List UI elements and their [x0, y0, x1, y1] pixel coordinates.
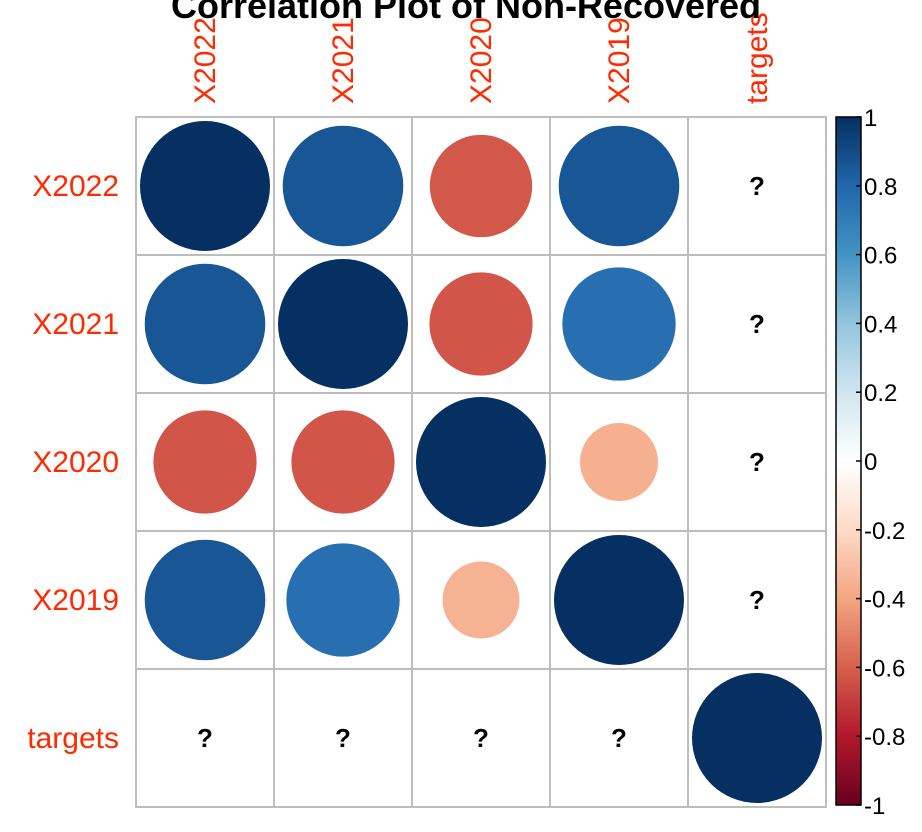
correlation-circle-x2020-x2019 [580, 423, 658, 501]
missing-value-mark: ? [749, 309, 765, 339]
grid-cell [135, 668, 275, 808]
missing-value-mark: ? [749, 585, 765, 615]
column-label: X2020 [465, 17, 498, 104]
legend-layer: 1 0.8 0.6 0.4 0.2 0 -0.2 -0.4 -0.6 -0.8 -1 [835, 105, 905, 820]
correlation-circle-x2022-x2022 [140, 121, 270, 251]
correlation-circle-x2019-x2022 [144, 539, 266, 661]
column-label: X2022 [189, 17, 222, 104]
correlation-circle-x2021-x2021 [278, 259, 408, 389]
row-label: X2020 [32, 446, 119, 479]
legend-tick-label: 1 [864, 105, 877, 132]
row-label: targets [27, 722, 119, 755]
legend-tick-label: -0.8 [864, 724, 905, 751]
row-label: X2021 [32, 308, 119, 341]
legend-tick-label: -0.4 [864, 587, 905, 614]
grid-cell [687, 254, 827, 394]
missing-value-mark: ? [749, 171, 765, 201]
legend-tick-label: 0.4 [864, 311, 897, 338]
column-label: X2021 [327, 17, 360, 104]
row-label: X2019 [32, 584, 119, 617]
column-label: targets [741, 12, 774, 104]
correlation-circle-x2020-x2021 [291, 410, 395, 514]
legend-tick-label: 0.8 [864, 174, 897, 201]
legend-tick-label: -1 [864, 793, 885, 820]
legend-tick-label: 0.2 [864, 380, 897, 407]
label-layer: X2022 X2021 X2020 X2019 targets X2022 X2021 X20… [27, 12, 774, 755]
column-label: X2019 [603, 17, 636, 104]
correlation-circle-x2019-x2020 [442, 561, 520, 639]
correlation-circle-x2022-x2019 [558, 125, 680, 247]
grid-cell [687, 392, 827, 532]
row-label: X2022 [32, 170, 119, 203]
legend-tick-label: 0.6 [864, 243, 897, 270]
grid-cell [411, 668, 551, 808]
correlation-circle-x2022-x2021 [282, 125, 404, 247]
missing-value-mark: ? [749, 447, 765, 477]
legend-tick-label: -0.6 [864, 655, 905, 682]
correlation-circle-x2020-x2022 [153, 410, 257, 514]
correlation-circle-targets-targets [692, 673, 822, 803]
grid-cell [549, 392, 689, 532]
chart-title: Correlation Plot of Non-Recovered [171, 0, 761, 26]
cell-layer: ???????? [140, 121, 822, 803]
missing-value-mark: ? [611, 723, 627, 753]
missing-value-mark: ? [335, 723, 351, 753]
correlation-circle-x2021-x2020 [429, 272, 533, 376]
correlation-circle-x2021-x2019 [562, 267, 676, 381]
grid-cell [687, 530, 827, 670]
missing-value-mark: ? [473, 723, 489, 753]
correlation-circle-x2021-x2022 [144, 263, 266, 385]
legend-tick-label: 0 [864, 449, 877, 476]
correlation-circle-x2019-x2021 [286, 543, 400, 657]
missing-value-mark: ? [197, 723, 213, 753]
correlation-circle-x2019-x2019 [554, 535, 684, 665]
correlation-circle-x2020-x2020 [416, 397, 546, 527]
legend-tick-label: -0.2 [864, 518, 905, 545]
grid-cell [273, 668, 413, 808]
correlation-circle-x2022-x2020 [429, 134, 533, 238]
